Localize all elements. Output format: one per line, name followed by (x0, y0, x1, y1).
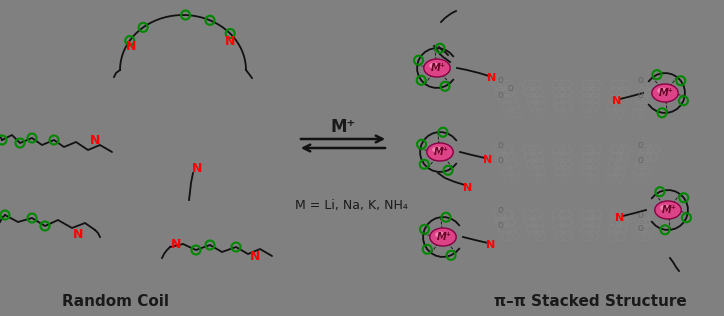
Text: N: N (192, 162, 202, 175)
Text: N: N (613, 96, 622, 106)
Text: o: o (497, 220, 503, 230)
Text: N: N (250, 251, 260, 264)
Text: M⁺: M⁺ (330, 118, 355, 136)
Text: o: o (637, 210, 643, 220)
Text: M⁺: M⁺ (431, 63, 445, 73)
Ellipse shape (657, 88, 667, 94)
Text: N: N (487, 73, 497, 83)
Text: o: o (497, 90, 503, 100)
Text: N: N (463, 183, 473, 193)
Ellipse shape (654, 201, 681, 219)
Text: o: o (497, 140, 503, 150)
Text: N: N (224, 35, 235, 48)
Text: N: N (73, 228, 83, 241)
Ellipse shape (430, 228, 456, 246)
Ellipse shape (660, 204, 670, 210)
Text: M⁺: M⁺ (437, 232, 452, 242)
Text: o: o (637, 140, 643, 150)
Text: o: o (497, 75, 503, 85)
Text: N: N (125, 40, 136, 53)
Text: N: N (487, 240, 496, 250)
Text: o: o (637, 75, 643, 85)
Ellipse shape (427, 143, 453, 161)
Text: o: o (497, 205, 503, 215)
Ellipse shape (424, 59, 450, 77)
Text: M⁺: M⁺ (659, 88, 673, 98)
Ellipse shape (429, 63, 439, 69)
Text: N: N (615, 213, 625, 223)
Text: M⁺: M⁺ (662, 205, 676, 215)
Text: N: N (90, 133, 100, 147)
Text: o: o (637, 223, 643, 233)
Ellipse shape (435, 232, 445, 238)
Text: o: o (637, 155, 643, 165)
Ellipse shape (432, 147, 442, 153)
Text: o: o (637, 90, 643, 100)
Text: o: o (507, 83, 513, 93)
Text: M⁺: M⁺ (434, 147, 448, 157)
Text: Random Coil: Random Coil (62, 295, 169, 309)
Text: o: o (497, 155, 503, 165)
Text: π–π Stacked Structure: π–π Stacked Structure (494, 295, 686, 309)
Text: M = Li, Na, K, NH₄: M = Li, Na, K, NH₄ (295, 198, 408, 211)
Text: N: N (484, 155, 492, 165)
Ellipse shape (652, 84, 678, 102)
Text: N: N (171, 238, 181, 251)
